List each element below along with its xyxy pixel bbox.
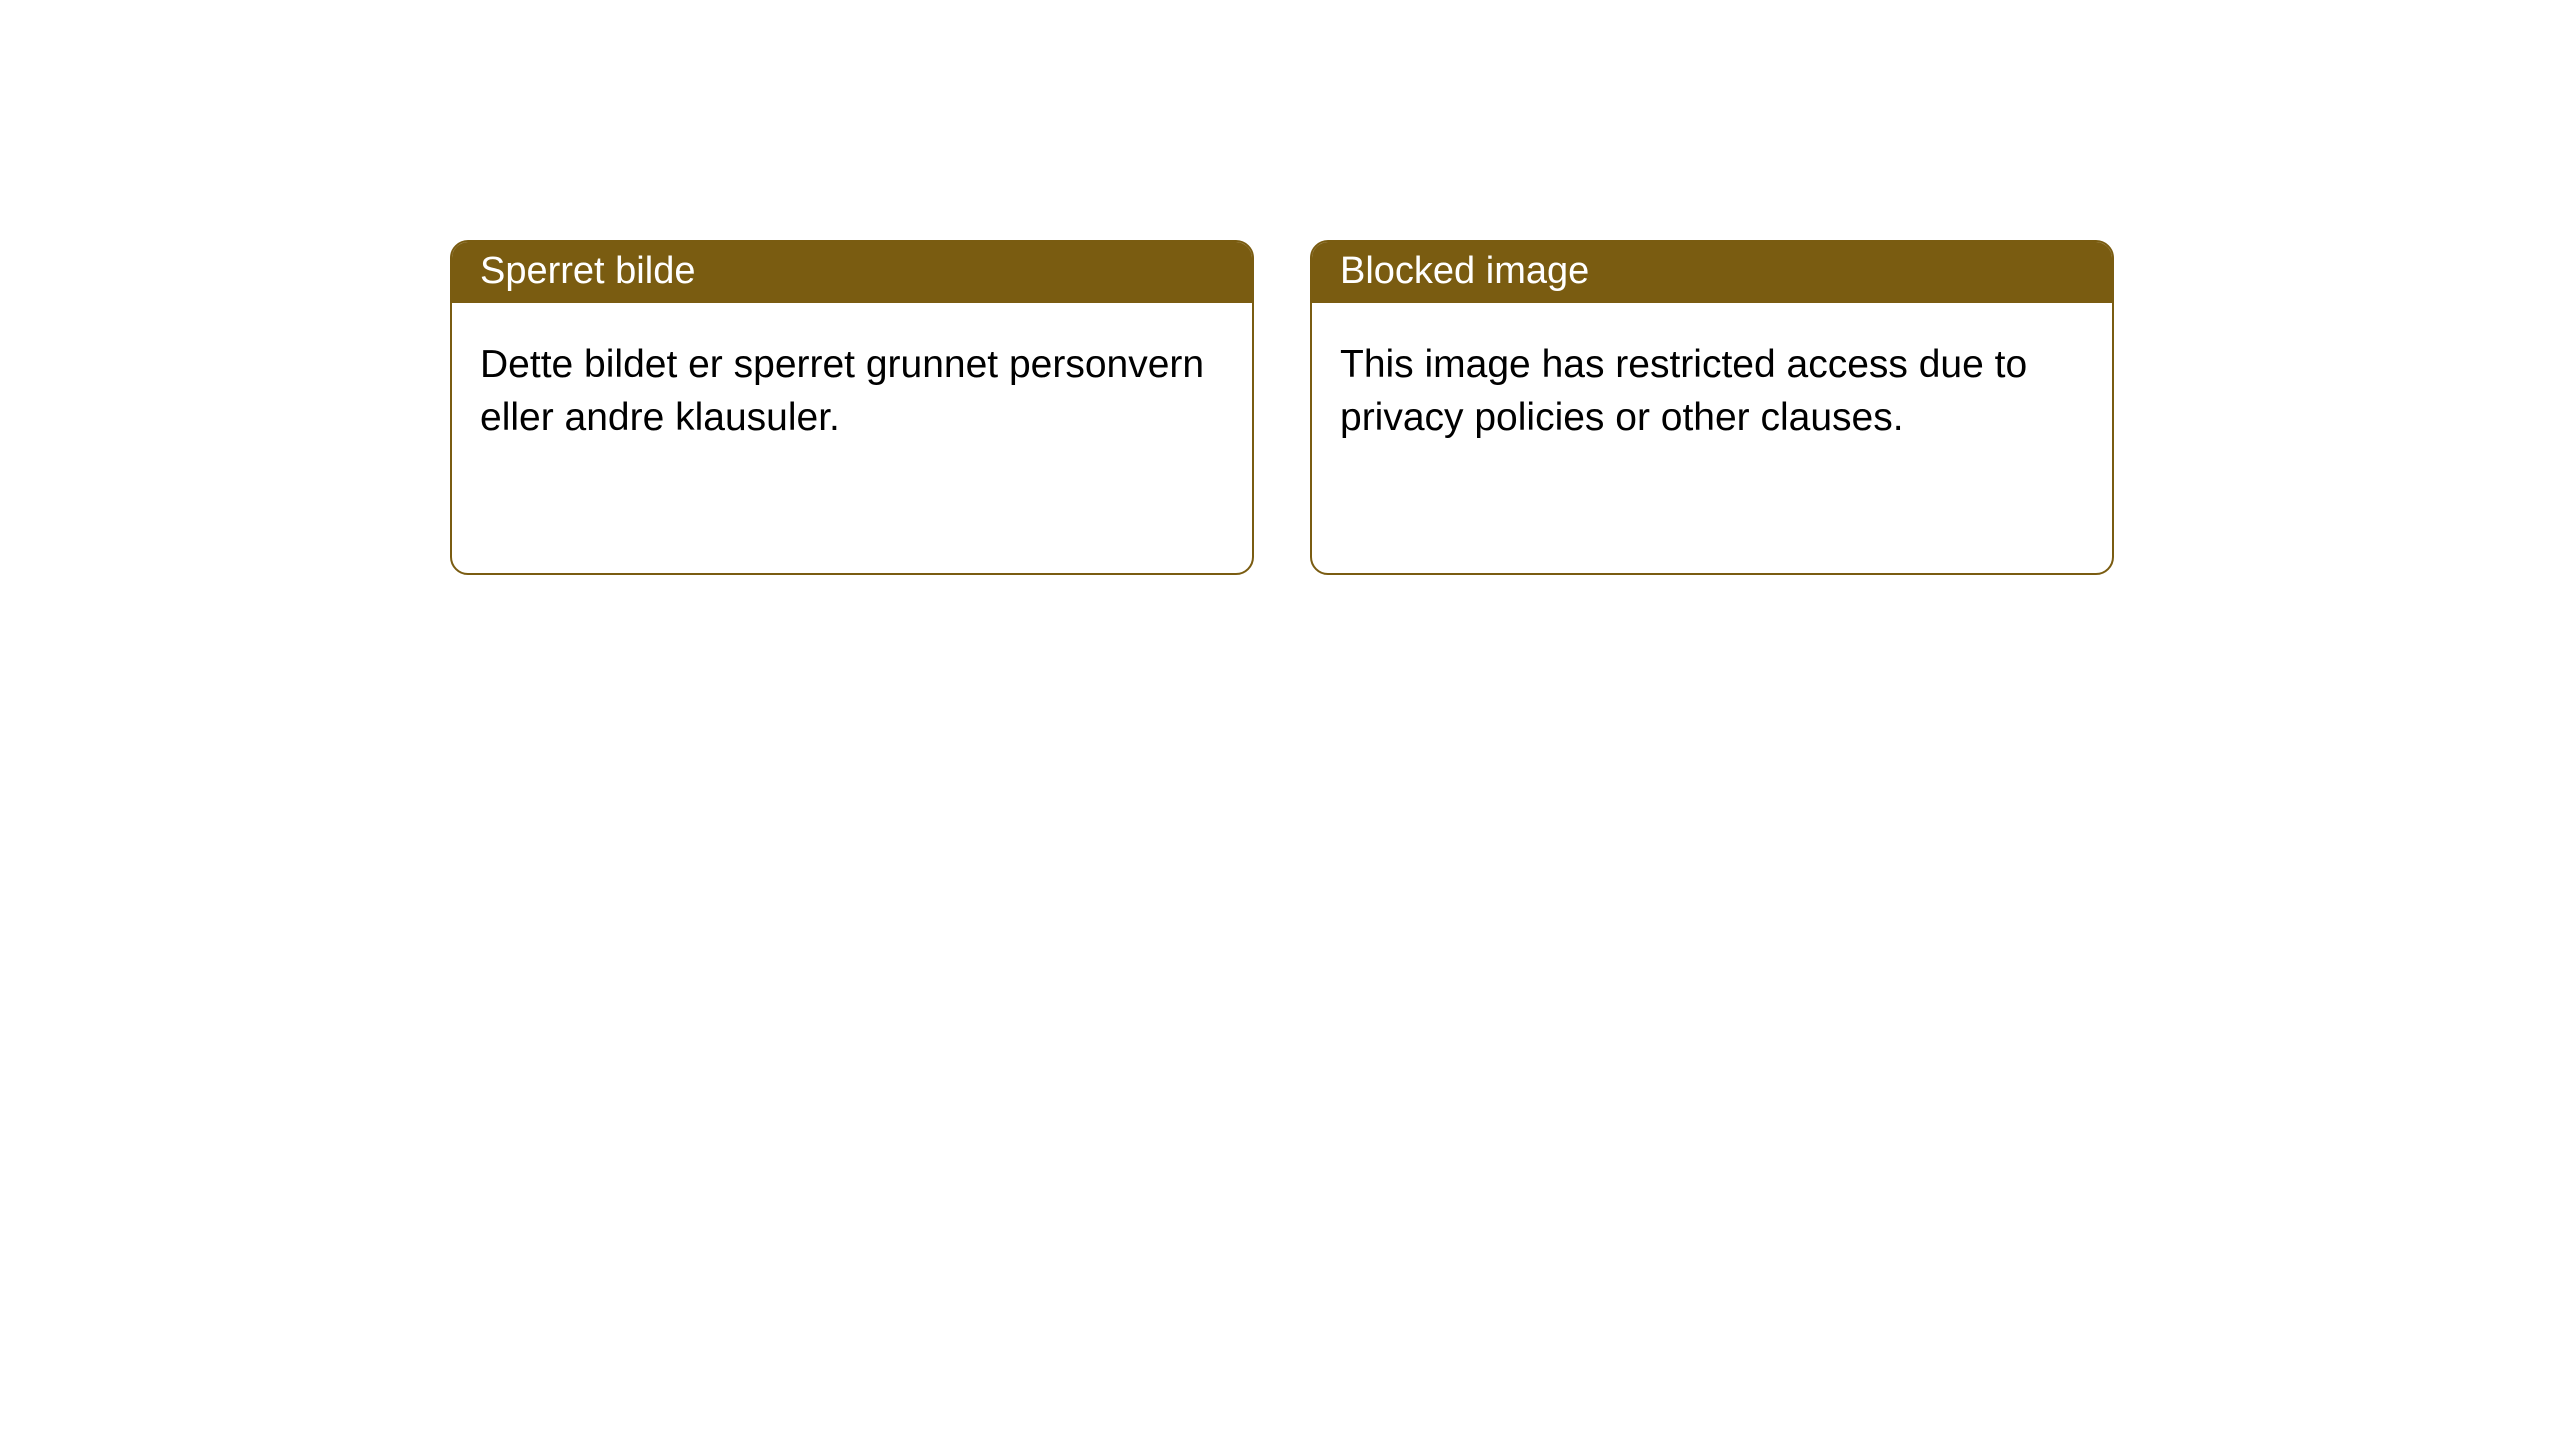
card-body: This image has restricted access due to … [1312, 303, 2112, 573]
card-title: Blocked image [1340, 250, 1589, 292]
card-title: Sperret bilde [480, 250, 695, 292]
notice-card-english: Blocked image This image has restricted … [1310, 240, 2114, 575]
card-header: Blocked image [1312, 242, 2112, 303]
card-message: Dette bildet er sperret grunnet personve… [480, 343, 1204, 439]
card-message: This image has restricted access due to … [1340, 343, 2027, 439]
card-header: Sperret bilde [452, 242, 1252, 303]
notice-container: Sperret bilde Dette bildet er sperret gr… [0, 0, 2560, 575]
card-body: Dette bildet er sperret grunnet personve… [452, 303, 1252, 573]
notice-card-norwegian: Sperret bilde Dette bildet er sperret gr… [450, 240, 1254, 575]
